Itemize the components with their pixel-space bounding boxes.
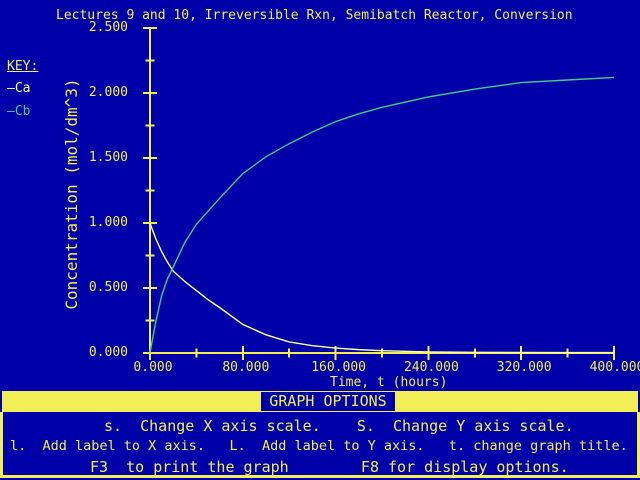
- x-axis-title: Time, t (hours): [330, 375, 448, 390]
- legend-item-ca: —Ca: [7, 81, 31, 96]
- x-tick-label: 240.000: [403, 360, 459, 375]
- x-tick-label: 320.000: [496, 360, 552, 375]
- menu-line-label-options: l. Add label to X axis. L. Add label to …: [10, 438, 628, 454]
- y-tick-label: 2.000: [88, 85, 128, 100]
- y-tick-label: 1.500: [88, 150, 128, 165]
- y-tick-label: 0.500: [88, 280, 128, 295]
- panel-header: GRAPH OPTIONS: [261, 392, 395, 411]
- curve-ca: [149, 222, 614, 354]
- x-tick-label: 80.000: [222, 360, 270, 375]
- y-tick-label: 2.500: [88, 20, 128, 35]
- graph-options-panel: GRAPH OPTIONS s. Change X axis scale. S.…: [0, 391, 640, 478]
- panel-header-strip: GRAPH OPTIONS: [2, 391, 638, 412]
- x-tick-label: 0.000: [133, 360, 173, 375]
- x-tick-label: 400.000: [589, 360, 640, 375]
- legend-item-cb: —Cb: [7, 104, 31, 119]
- menu-line-function-keys: F3 to print the graph F8 for display opt…: [90, 458, 569, 476]
- curve-cb: [149, 76, 615, 354]
- y-tick-label: 1.000: [88, 215, 128, 230]
- legend-heading: KEY:: [7, 59, 39, 74]
- menu-line-scale-options: s. Change X axis scale. S. Change Y axis…: [104, 417, 574, 435]
- chart-title: Lectures 9 and 10, Irreversible Rxn, Sem…: [56, 8, 573, 23]
- legend: KEY: —Ca —Cb: [7, 60, 38, 128]
- menu-body: [0, 412, 640, 478]
- y-tick-label: 0.000: [88, 345, 128, 360]
- x-tick-label: 160.000: [311, 360, 366, 375]
